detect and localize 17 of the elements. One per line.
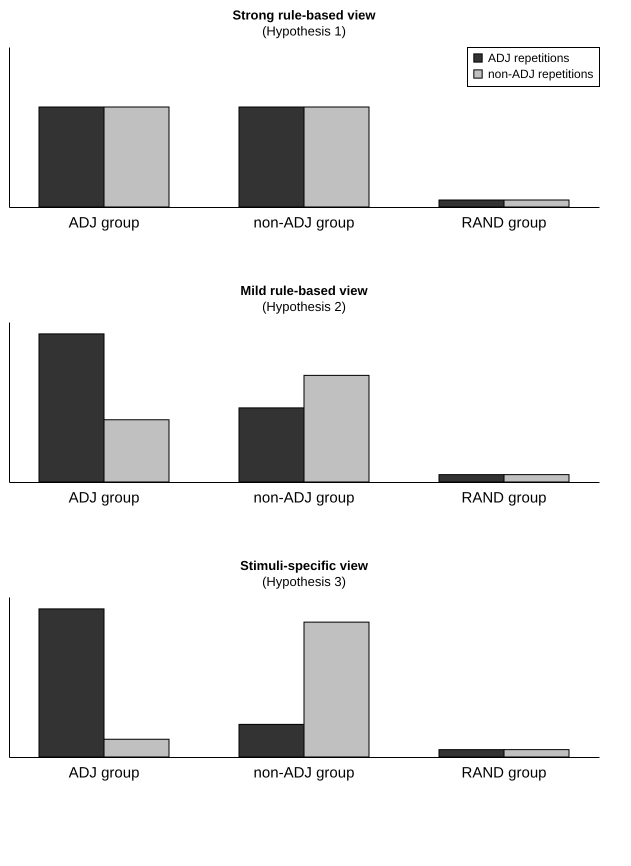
x-tick-label: non-ADJ group xyxy=(254,490,354,506)
chart-title: Stimuli-specific view xyxy=(240,558,369,573)
chart-title: Strong rule-based view xyxy=(232,8,376,22)
x-tick-label: ADJ group xyxy=(68,764,140,782)
legend-label: ADJ repetitions xyxy=(488,51,570,65)
x-tick-label: RAND group xyxy=(461,214,547,232)
x-tick-label: RAND group xyxy=(461,490,547,506)
x-tick-label: non-ADJ group xyxy=(254,764,354,782)
chart-subtitle: (Hypothesis 2) xyxy=(262,299,346,314)
legend-label: non-ADJ repetitions xyxy=(488,67,594,81)
x-tick-label: non-ADJ group xyxy=(254,214,354,232)
chart-subtitle: (Hypothesis 1) xyxy=(262,24,346,38)
chart-subtitle: (Hypothesis 3) xyxy=(262,574,346,589)
chart-title: Mild rule-based view xyxy=(240,283,368,298)
x-tick-label: RAND group xyxy=(461,764,547,782)
x-tick-label: ADJ group xyxy=(68,490,140,506)
x-tick-label: ADJ group xyxy=(68,214,140,232)
